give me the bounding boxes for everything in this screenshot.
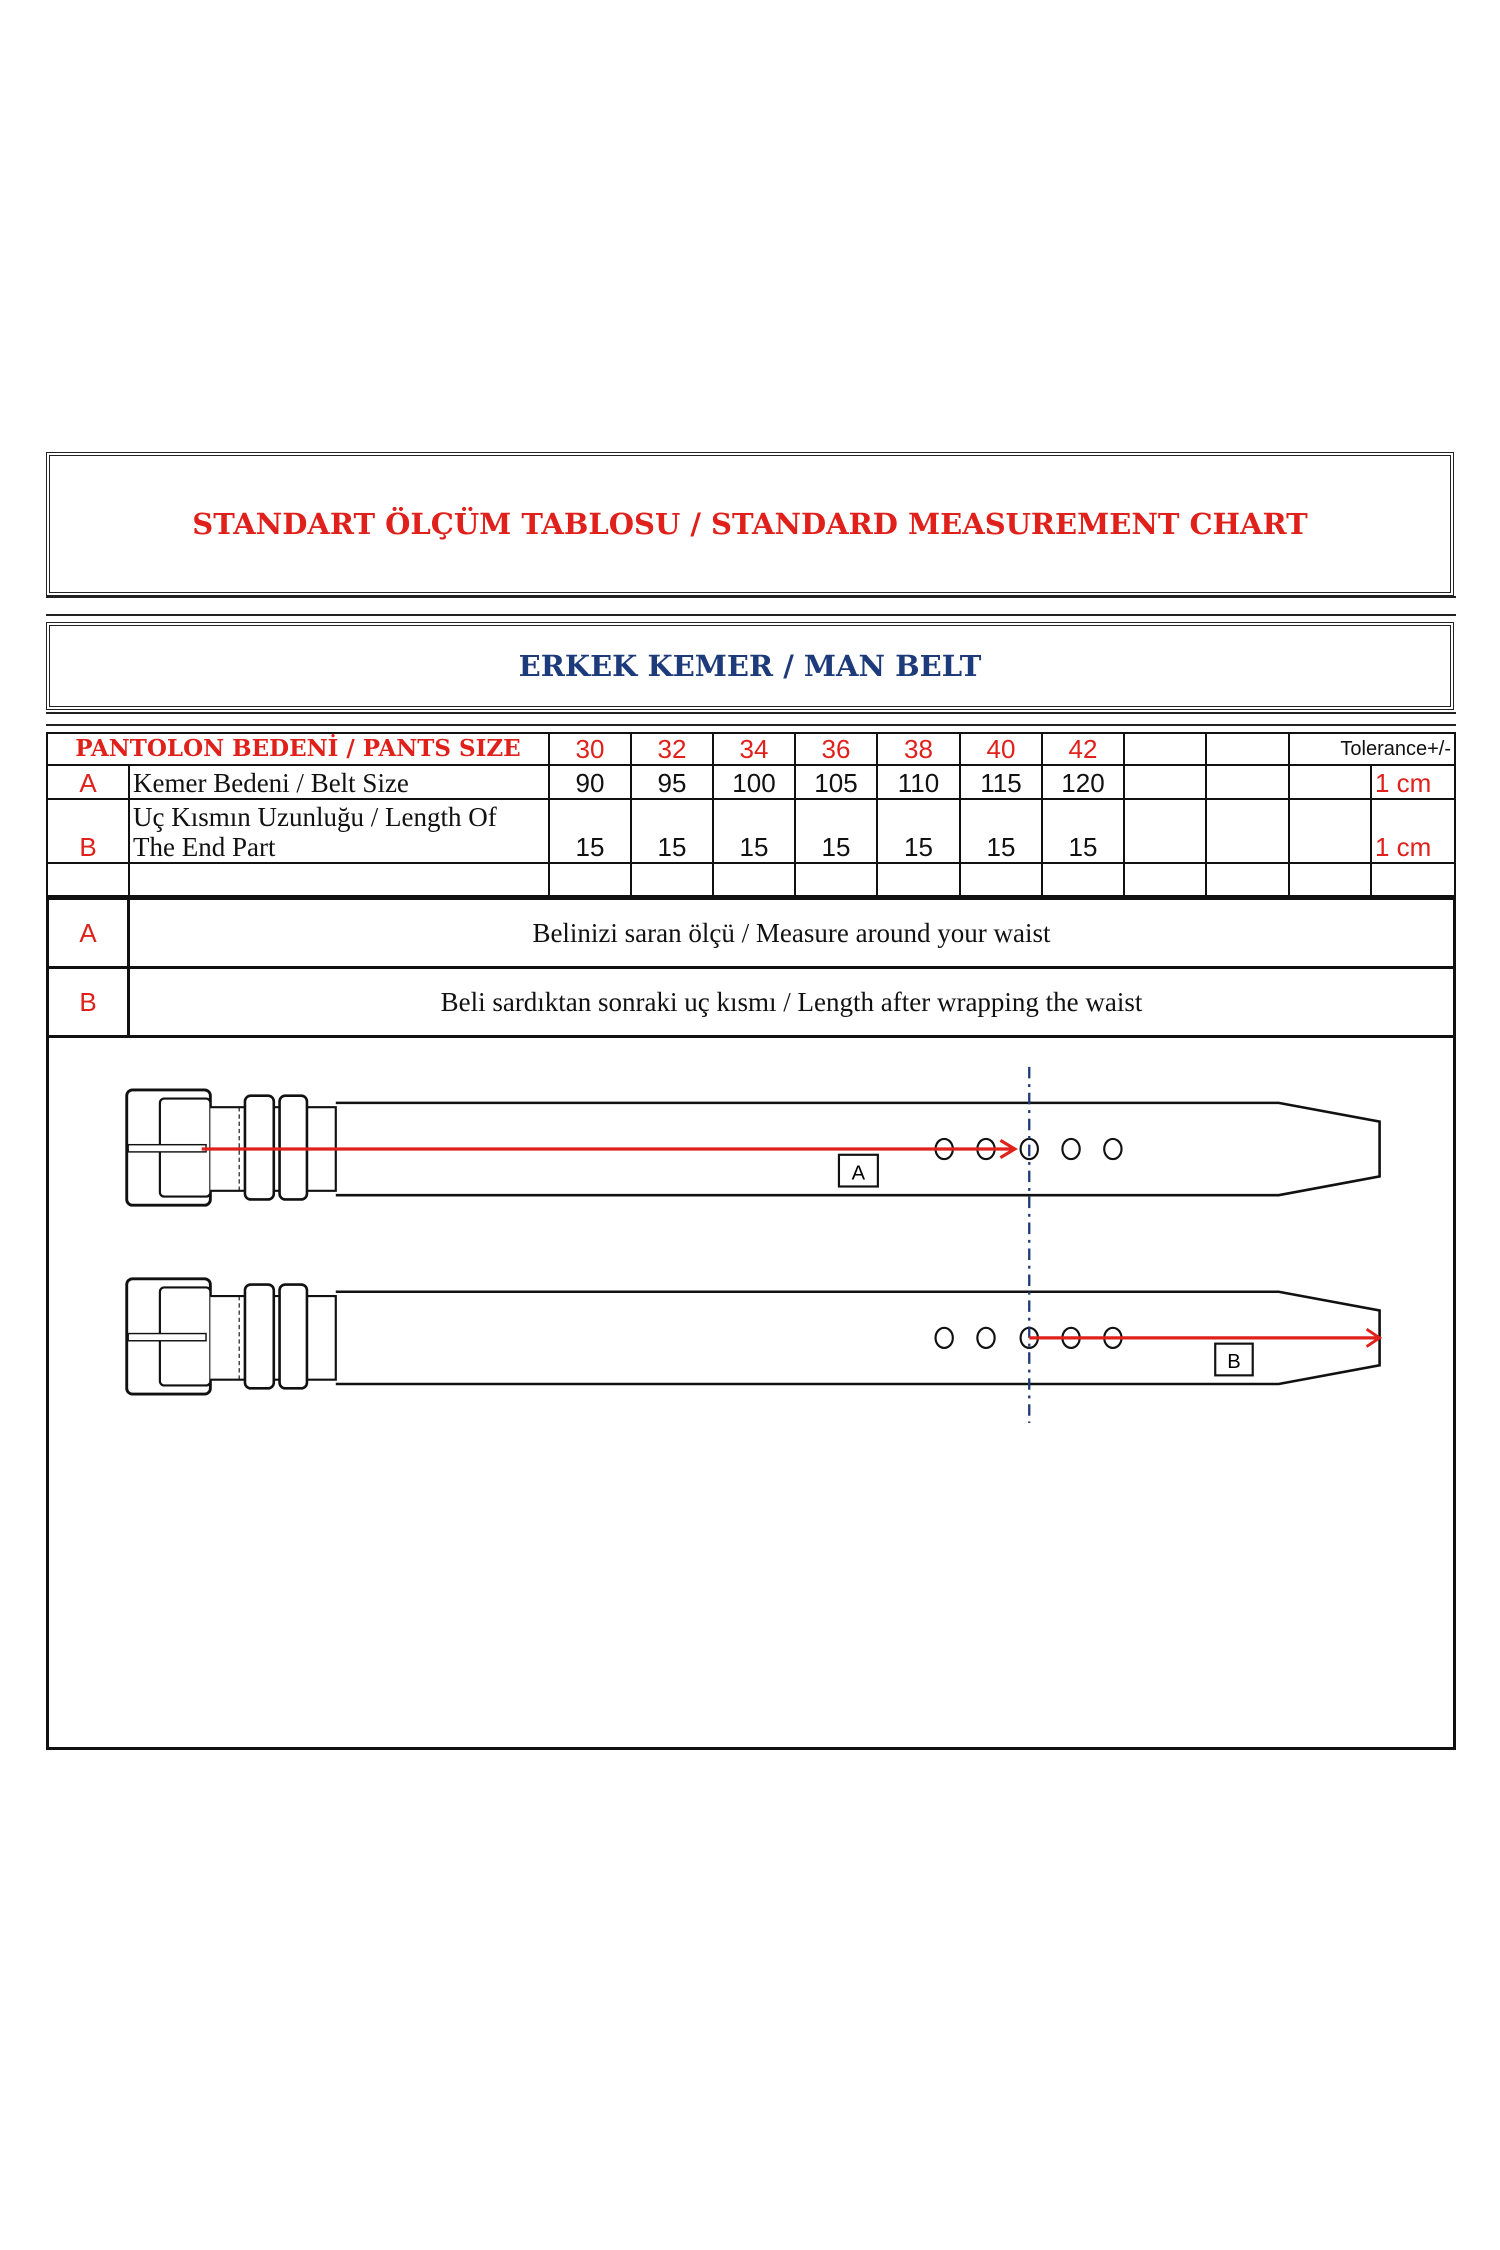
diagram-area [46,1032,1456,1750]
header-row: PANTOLON BEDENİ / PANTS SIZE 30 32 34 36… [46,732,1456,766]
cell: 90 [548,764,632,800]
divider [46,724,1456,726]
divider [46,614,1456,616]
size-header: 34 [712,732,796,766]
cell: 120 [1041,764,1125,800]
empty-cell [1288,764,1372,800]
empty-cell [1205,732,1290,766]
cell: 15 [794,798,878,864]
arrow-a [201,1139,1018,1160]
tolerance-cell: 1 cm [1370,798,1456,864]
label-a-box [837,1153,879,1188]
cell: 15 [630,798,714,864]
row-code: B [46,798,130,864]
label-b-box [1214,1342,1254,1377]
size-header: 36 [794,732,878,766]
size-header: 42 [1041,732,1125,766]
empty-cell [1205,798,1290,864]
empty-cell [1205,764,1290,800]
description-table: A Belinizi saran ölçü / Measure around y… [46,897,1456,1038]
empty-row [46,862,1456,897]
empty-cell [1123,764,1207,800]
size-header: 32 [630,732,714,766]
divider [46,712,1456,714]
arrow-b [1029,1328,1383,1348]
cell: 95 [630,764,714,800]
row-code: A [46,764,130,800]
product-title: ERKEK KEMER / MAN BELT [518,649,982,683]
description-row: A Belinizi saran ölçü / Measure around y… [46,897,1456,969]
empty-cell [1123,732,1207,766]
table-row: B Uç Kısmın Uzunluğu / Length Of The End … [46,798,1456,864]
description-code: A [46,897,130,969]
empty-cell [1123,798,1207,864]
cell: 100 [712,764,796,800]
divider [46,596,1456,598]
row-label-line: Uç Kısmın Uzunluğu / Length Of [133,802,497,832]
product-title-box: ERKEK KEMER / MAN BELT [46,622,1454,710]
chart-title: STANDART ÖLÇÜM TABLOSU / STANDARD MEASUR… [192,507,1308,541]
label-a: A [852,1162,866,1184]
description-text: Beli sardıktan sonraki uç kısmı / Length… [127,966,1456,1038]
cell: 15 [959,798,1043,864]
cell: 15 [548,798,632,864]
row-label: Kemer Bedeni / Belt Size [128,764,550,800]
cell: 15 [876,798,961,864]
tolerance-header: Tolerance+/- [1288,732,1456,766]
belt-diagram: A B [125,1066,1383,1423]
tolerance-cell: 1 cm [1370,764,1456,800]
cell: 110 [876,764,961,800]
description-text: Belinizi saran ölçü / Measure around you… [127,897,1456,969]
cell: 115 [959,764,1043,800]
label-b: B [1227,1351,1240,1373]
row-label-line: The End Part [133,832,276,862]
size-header: 40 [959,732,1043,766]
empty-cell [1288,798,1372,864]
row-label: Uç Kısmın Uzunluğu / Length Of The End Pa… [128,798,550,864]
size-table: PANTOLON BEDENİ / PANTS SIZE 30 32 34 36… [46,732,1456,897]
size-header: 38 [876,732,961,766]
pants-size-header: PANTOLON BEDENİ / PANTS SIZE [46,732,550,766]
description-row: B Beli sardıktan sonraki uç kısmı / Leng… [46,966,1456,1038]
cell: 15 [712,798,796,864]
cell: 15 [1041,798,1125,864]
description-code: B [46,966,130,1038]
size-header: 30 [548,732,632,766]
chart-title-box: STANDART ÖLÇÜM TABLOSU / STANDARD MEASUR… [46,452,1454,596]
cell: 105 [794,764,878,800]
table-row: A Kemer Bedeni / Belt Size 90 95 100 105… [46,764,1456,800]
